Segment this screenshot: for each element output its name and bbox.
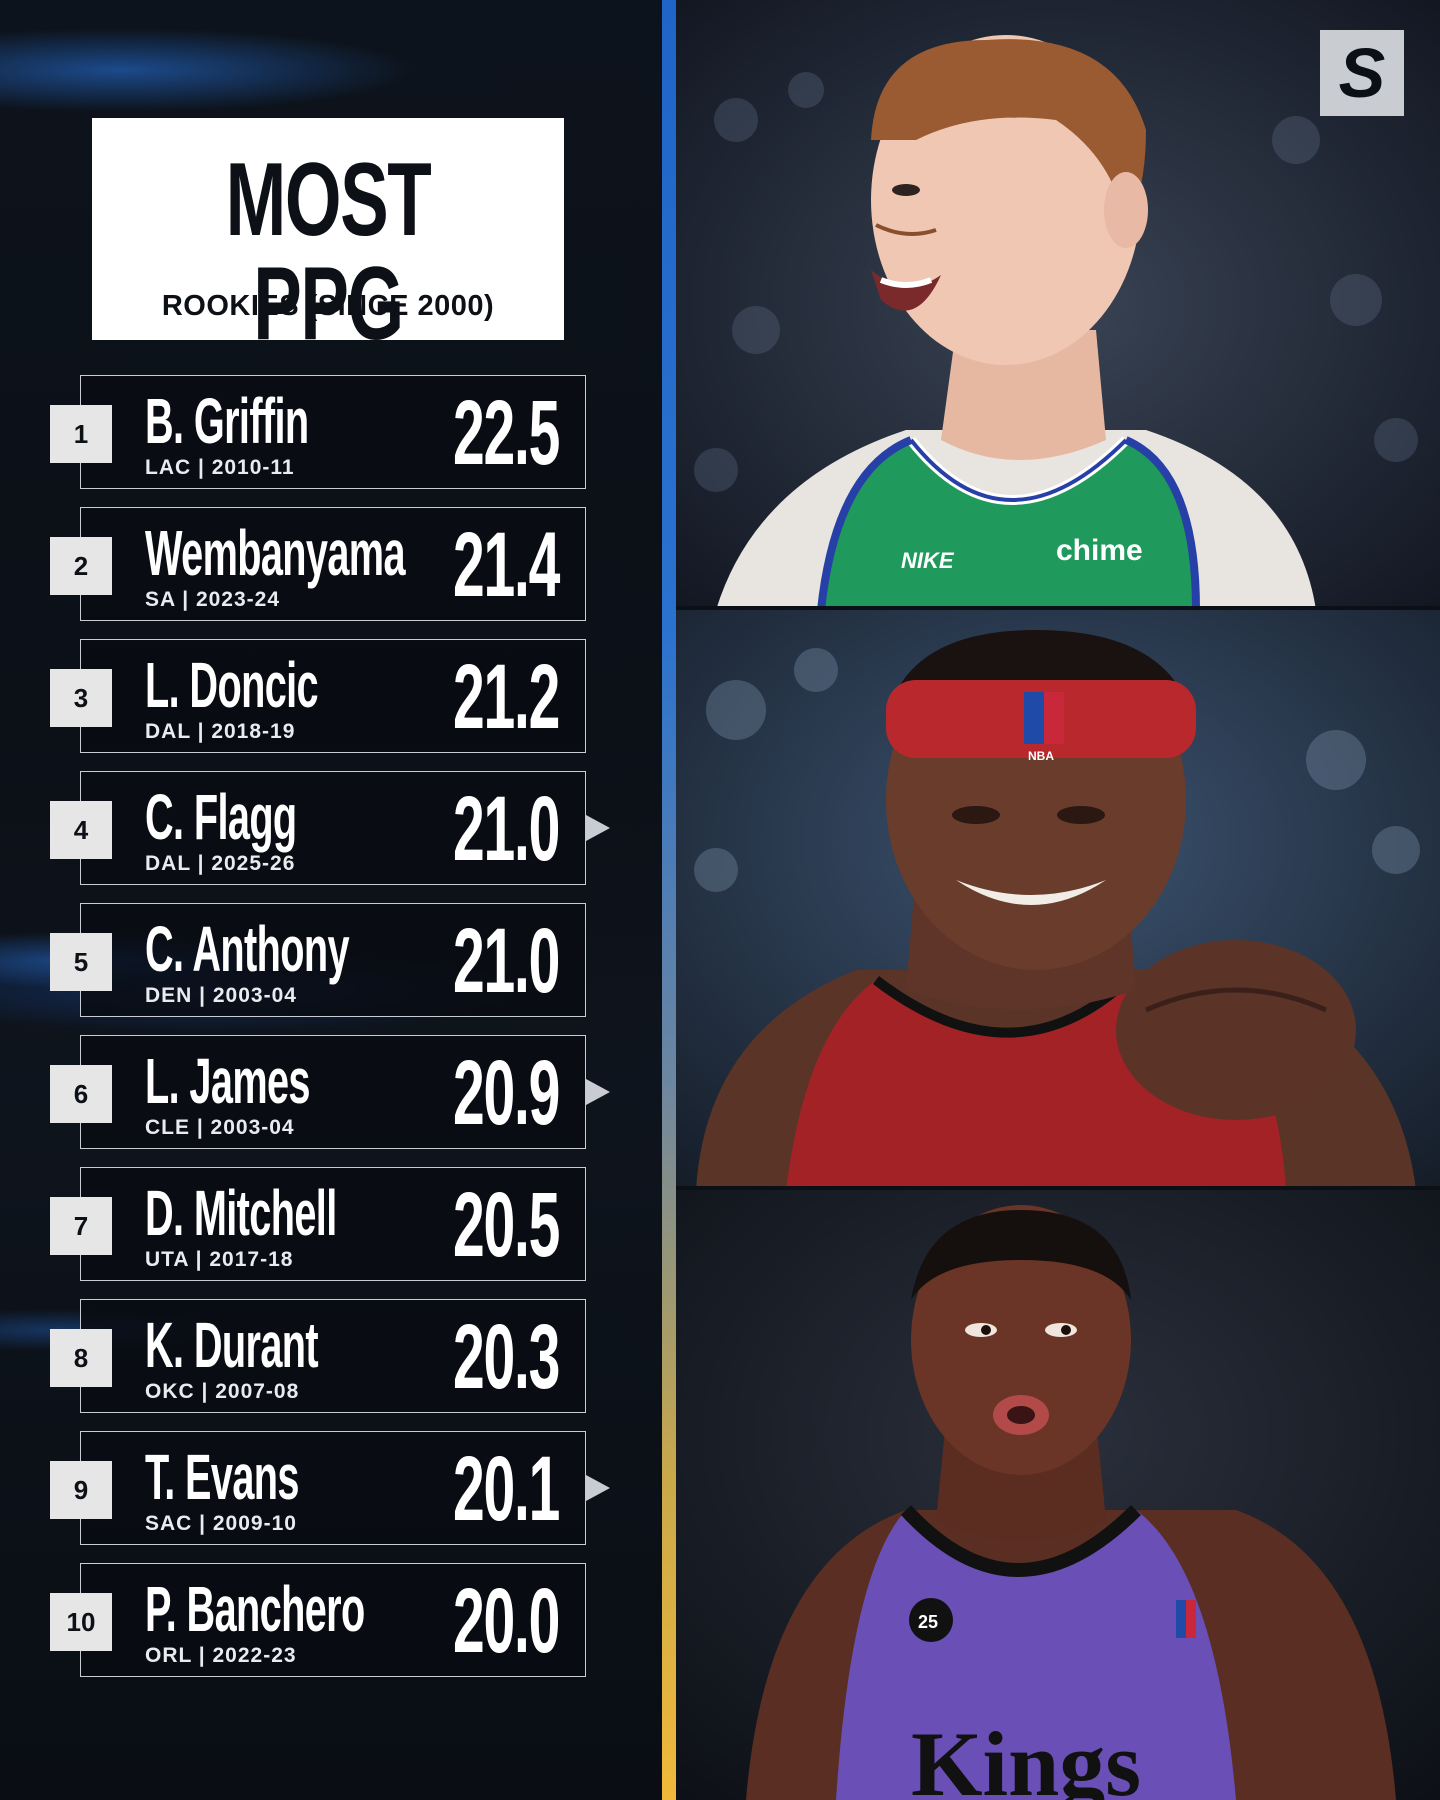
rank-badge: 2 (50, 537, 112, 595)
player-ppg: 21.2 (452, 646, 560, 748)
rank-badge: 1 (50, 405, 112, 463)
rank-badge: 6 (50, 1065, 112, 1123)
list-panel: MOST PPG ROOKIES (SINCE 2000) B. Griffin… (0, 0, 662, 1800)
list-item: B. Griffin LAC | 2010-11 22.5 1 (0, 375, 662, 489)
player-name: D. Mitchell (145, 1177, 337, 1249)
player-ppg: 21.0 (452, 778, 560, 880)
list-item: K. Durant OKC | 2007-08 20.3 8 (0, 1299, 662, 1413)
list-item: Wembanyama SA | 2023-24 21.4 2 (0, 507, 662, 621)
player-card: C. Flagg DAL | 2025-26 21.0 (80, 771, 586, 885)
player-card: C. Anthony DEN | 2003-04 21.0 (80, 903, 586, 1017)
player-name: Wembanyama (145, 517, 406, 589)
player-team-season: OKC | 2007-08 (145, 1380, 300, 1403)
player-ppg: 20.1 (452, 1438, 560, 1540)
player-ppg: 22.5 (452, 382, 560, 484)
list-item: C. Flagg DAL | 2025-26 21.0 4 (0, 771, 662, 885)
rank-badge: 3 (50, 669, 112, 727)
brand-logo-letter: S (1338, 34, 1386, 112)
player-team-season: DAL | 2025-26 (145, 852, 296, 875)
player-illustration-3: Kings 25 (676, 1190, 1440, 1800)
player-team-season: DAL | 2018-19 (145, 720, 296, 743)
player-name: P. Banchero (145, 1573, 365, 1645)
brand-logo: S (1320, 30, 1404, 116)
player-ppg: 20.5 (452, 1174, 560, 1276)
player-card: L. Doncic DAL | 2018-19 21.2 (80, 639, 586, 753)
title-box: MOST PPG ROOKIES (SINCE 2000) (92, 118, 564, 356)
player-team-season: DEN | 2003-04 (145, 984, 297, 1007)
color-divider (662, 0, 676, 1800)
rank-badge: 9 (50, 1461, 112, 1519)
player-illustration-1: chime NIKE (676, 0, 1440, 610)
player-team-season: SAC | 2009-10 (145, 1512, 297, 1535)
list-item: P. Banchero ORL | 2022-23 20.0 10 (0, 1563, 662, 1677)
rank-badge: 5 (50, 933, 112, 991)
player-team-season: SA | 2023-24 (145, 588, 281, 611)
player-ppg: 20.3 (452, 1306, 560, 1408)
photo-flagg: chime NIKE (676, 0, 1440, 610)
jersey-sponsor: chime (1056, 534, 1143, 567)
photo-james: NBA (676, 610, 1440, 1190)
pointer-arrow-icon (586, 1079, 610, 1105)
player-card: K. Durant OKC | 2007-08 20.3 (80, 1299, 586, 1413)
list-item: L. Doncic DAL | 2018-19 21.2 3 (0, 639, 662, 753)
rank-badge: 10 (50, 1593, 112, 1651)
svg-text:NBA: NBA (1028, 749, 1054, 763)
player-name: K. Durant (145, 1309, 319, 1381)
list-item: D. Mitchell UTA | 2017-18 20.5 7 (0, 1167, 662, 1281)
player-team-season: ORL | 2022-23 (145, 1644, 297, 1667)
list-item: C. Anthony DEN | 2003-04 21.0 5 (0, 903, 662, 1017)
player-card: T. Evans SAC | 2009-10 20.1 (80, 1431, 586, 1545)
jersey-wordmark: Kings (911, 1713, 1141, 1800)
rank-badge: 8 (50, 1329, 112, 1387)
photo-evans: Kings 25 (676, 1190, 1440, 1800)
list-item: T. Evans SAC | 2009-10 20.1 9 (0, 1431, 662, 1545)
player-team-season: CLE | 2003-04 (145, 1116, 295, 1139)
player-name: L. Doncic (145, 649, 319, 721)
player-ppg: 20.0 (452, 1570, 560, 1672)
page-title: MOST PPG (225, 142, 432, 362)
list-item: L. James CLE | 2003-04 20.9 6 (0, 1035, 662, 1149)
player-ppg: 21.0 (452, 910, 560, 1012)
rank-badge: 7 (50, 1197, 112, 1255)
player-ppg: 20.9 (452, 1042, 560, 1144)
pointer-arrow-icon (586, 815, 610, 841)
player-name: C. Anthony (145, 913, 350, 985)
svg-text:25: 25 (918, 1612, 938, 1632)
player-card: D. Mitchell UTA | 2017-18 20.5 (80, 1167, 586, 1281)
pointer-arrow-icon (586, 1475, 610, 1501)
player-card: B. Griffin LAC | 2010-11 22.5 (80, 375, 586, 489)
player-name: T. Evans (145, 1441, 299, 1513)
player-card: P. Banchero ORL | 2022-23 20.0 (80, 1563, 586, 1677)
player-name: C. Flagg (145, 781, 297, 853)
page-subtitle: ROOKIES (SINCE 2000) (161, 290, 495, 322)
player-illustration-2: NBA (676, 610, 1440, 1190)
svg-text:NIKE: NIKE (901, 548, 955, 573)
player-team-season: LAC | 2010-11 (145, 456, 295, 479)
player-name: L. James (145, 1045, 311, 1117)
player-card: L. James CLE | 2003-04 20.9 (80, 1035, 586, 1149)
player-name: B. Griffin (145, 385, 309, 457)
rank-badge: 4 (50, 801, 112, 859)
player-ppg: 21.4 (452, 514, 560, 616)
player-team-season: UTA | 2017-18 (145, 1248, 294, 1271)
player-card: Wembanyama SA | 2023-24 21.4 (80, 507, 586, 621)
